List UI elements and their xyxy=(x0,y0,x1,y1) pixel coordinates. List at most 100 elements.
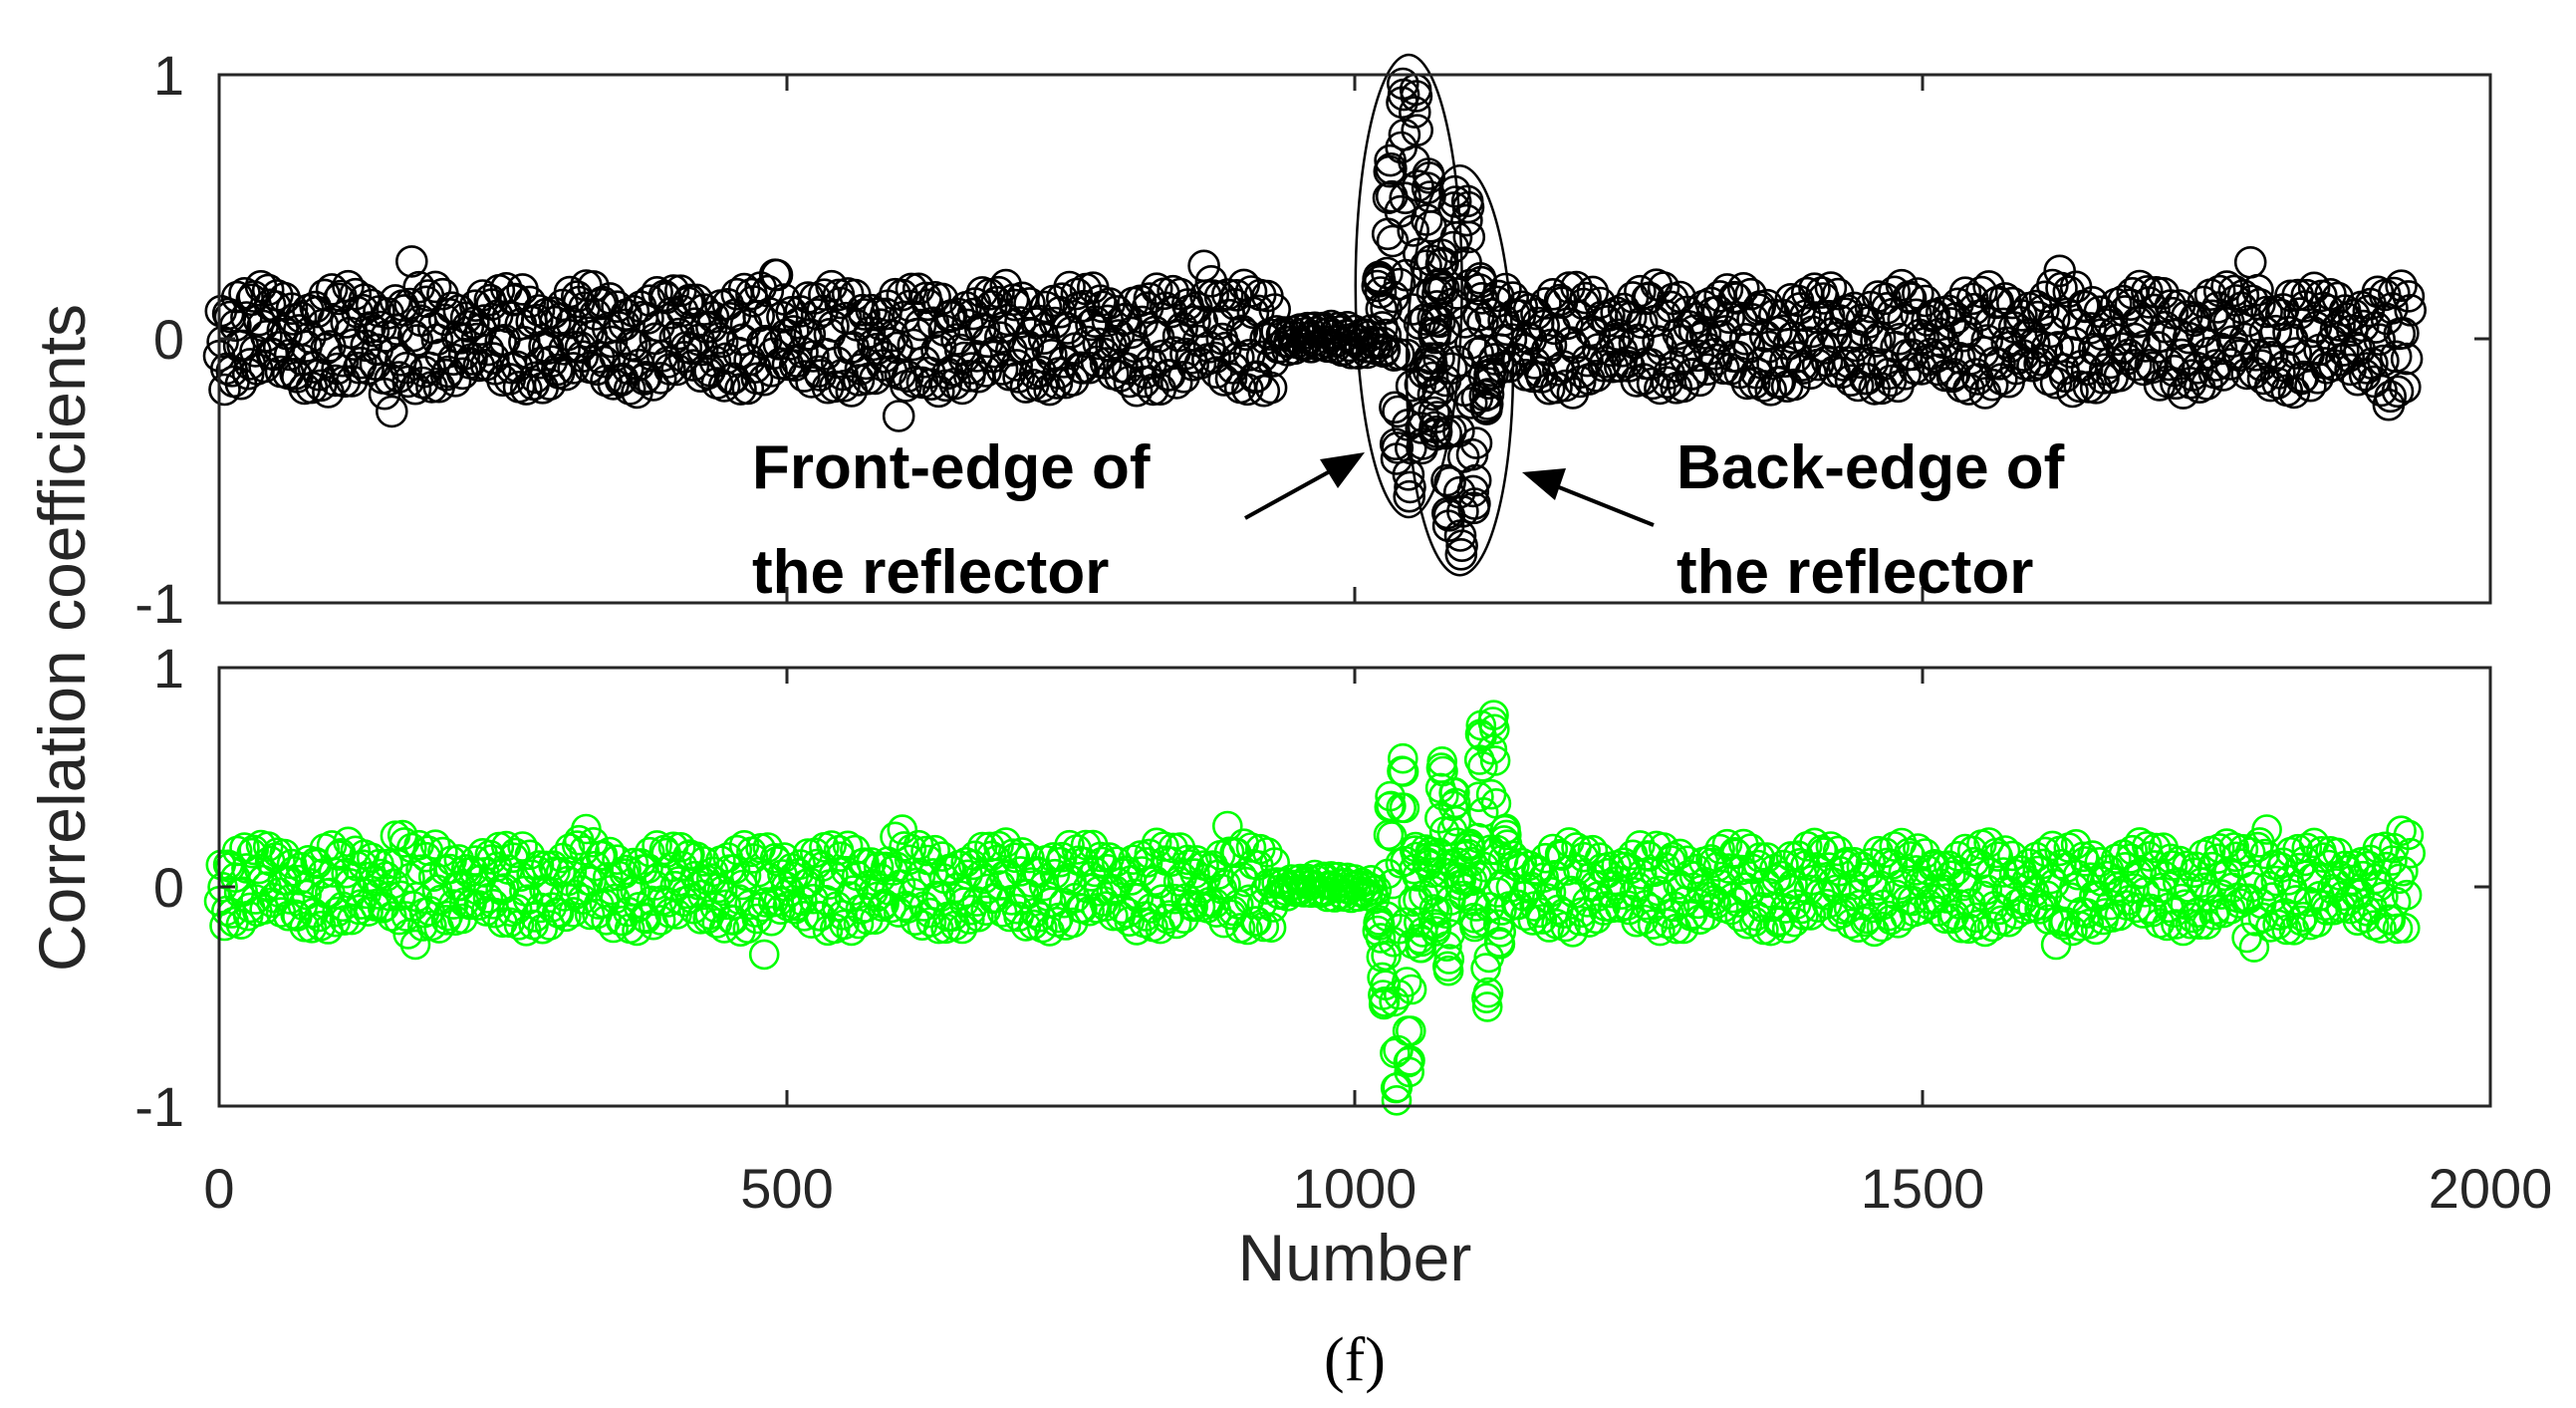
bottom-data-point-1274 xyxy=(1478,700,1509,731)
bottom-data-point-1053 xyxy=(2236,871,2268,903)
bottom-data-point-57 xyxy=(307,858,339,890)
top-data-point-277 xyxy=(705,325,739,359)
bottom-data-point-1136 xyxy=(2388,855,2419,887)
top-data-point-990 xyxy=(2114,288,2148,322)
bottom-data-point-764 xyxy=(1711,828,1743,860)
bottom-data-point-322 xyxy=(788,900,820,932)
top-panel: 1 0 -1 Front-edge of the reflector Back-… xyxy=(134,44,2492,635)
top-data-point-1139 xyxy=(2385,269,2418,303)
top-data-point-850 xyxy=(1860,325,1893,358)
back-edge-arrow xyxy=(1522,468,1655,527)
bottom-data-point-164 xyxy=(501,894,533,925)
top-data-point-249 xyxy=(654,296,688,330)
top-data-point-1264 xyxy=(1443,519,1477,552)
top-data-point-579 xyxy=(1254,371,1288,405)
top-data-point-302 xyxy=(751,274,785,308)
top-data-point-523 xyxy=(1153,359,1186,392)
top-data-point-407 xyxy=(942,297,975,331)
top-data-point-1272 xyxy=(1450,203,1483,237)
top-data-point-478 xyxy=(1071,325,1105,359)
top-data-point-433 xyxy=(989,268,1023,302)
bottom-data-point-663 xyxy=(1528,862,1559,894)
top-data-point-1013 xyxy=(2156,296,2190,330)
top-data-point-540 xyxy=(1183,347,1217,380)
bottom-data-point-1235 xyxy=(1441,827,1473,859)
top-data-point-206 xyxy=(577,270,611,303)
bottom-data-point-994 xyxy=(2130,876,2161,908)
bottom-data-point-1140 xyxy=(2395,837,2426,869)
bottom-data-point-840 xyxy=(1850,906,1881,938)
bottom-ticks xyxy=(217,666,2492,1108)
bottom-data-point-1282 xyxy=(1484,928,1516,960)
event-ellipse-1 xyxy=(1405,164,1515,577)
top-data-point-833 xyxy=(1829,297,1862,331)
bottom-data-point-963 xyxy=(2073,908,2105,940)
bottom-data-point-63 xyxy=(318,857,350,888)
top-data-point-524 xyxy=(1155,295,1188,329)
bottom-data-point-386 xyxy=(904,860,936,891)
bottom-data-point-241 xyxy=(642,830,672,861)
bottom-data-point-668 xyxy=(1537,833,1569,865)
top-data-point-190 xyxy=(548,333,581,366)
top-data-point-26 xyxy=(250,319,283,353)
top-data-point-480 xyxy=(1075,308,1108,342)
xtick-1000: 1000 xyxy=(1293,1157,1417,1220)
top-ticks xyxy=(217,73,2492,605)
top-data-point-1019 xyxy=(2167,377,2199,410)
bottom-data-point-1276 xyxy=(1479,745,1511,776)
top-data-point-3 xyxy=(208,373,241,407)
bottom-data-point-825 xyxy=(1822,835,1854,867)
x-axis-label: Number xyxy=(1238,1221,1472,1294)
top-data-point-836 xyxy=(1834,364,1868,398)
bottom-data-point-1054 xyxy=(2238,932,2270,963)
top-data-point-288 xyxy=(725,323,759,357)
bottom-data-point-1001 xyxy=(2142,876,2174,908)
front-edge-label-line2: the reflector xyxy=(752,538,1109,607)
top-data-point-385 xyxy=(902,272,935,306)
top-data-point-809 xyxy=(1785,349,1818,383)
bottom-data-point-516 xyxy=(1141,827,1172,859)
bottom-data-point-365 xyxy=(867,891,899,923)
top-data-point-1229 xyxy=(1416,361,1449,395)
top-data-point-921 xyxy=(1988,282,2022,315)
top-data-point-548 xyxy=(1198,341,1231,375)
bottom-data-point-1225 xyxy=(1433,944,1465,975)
top-data-point-326 xyxy=(795,366,828,399)
bottom-data-point-254 xyxy=(664,831,696,863)
top-data-point-1162 xyxy=(1375,152,1408,185)
top-data-point-1292 xyxy=(1466,306,1499,340)
top-data-point-841 xyxy=(1843,346,1877,380)
top-data-point-1039 xyxy=(2202,274,2236,308)
top-data-point-442 xyxy=(1005,281,1039,315)
bottom-data-point-1285 xyxy=(1487,868,1518,900)
top-data-point-337 xyxy=(815,269,849,303)
top-data-point-999 xyxy=(2131,275,2164,308)
bottom-data-point-568 xyxy=(1235,832,1267,863)
top-data-point-1093 xyxy=(2301,361,2334,395)
top-data-point-1302 xyxy=(1474,354,1507,388)
top-data-point-40 xyxy=(275,292,309,326)
top-data-point-1194 xyxy=(1400,80,1433,113)
top-data-point-1184 xyxy=(1392,457,1425,491)
top-data-point-768 xyxy=(1710,273,1744,306)
top-data-point-1240 xyxy=(1424,248,1458,281)
top-data-point-1127 xyxy=(2363,323,2396,357)
bottom-data-point-832 xyxy=(1835,908,1867,940)
bottom-data-point-167 xyxy=(507,831,538,862)
top-data-point-998 xyxy=(2129,330,2162,363)
top-data-point-694 xyxy=(1576,275,1610,309)
top-data-point-1242 xyxy=(1426,246,1459,280)
top-data-point-1186 xyxy=(1394,470,1426,504)
top-data-point-992 xyxy=(2118,322,2151,356)
bottom-data-point-567 xyxy=(1233,884,1265,916)
top-data-point-1185 xyxy=(1393,479,1425,513)
bottom-data-point-381 xyxy=(896,833,927,865)
top-data-point-1129 xyxy=(2367,344,2400,378)
top-data-point-1280 xyxy=(1456,474,1490,508)
top-data-point-1014 xyxy=(2158,354,2190,388)
bottom-data-point-1182 xyxy=(1395,1045,1425,1076)
bottom-data-point-890 xyxy=(1940,855,1971,886)
bottom-data-point-1137 xyxy=(2390,912,2421,944)
xtick-1500: 1500 xyxy=(1861,1157,1985,1220)
top-data-point-439 xyxy=(1000,349,1034,382)
